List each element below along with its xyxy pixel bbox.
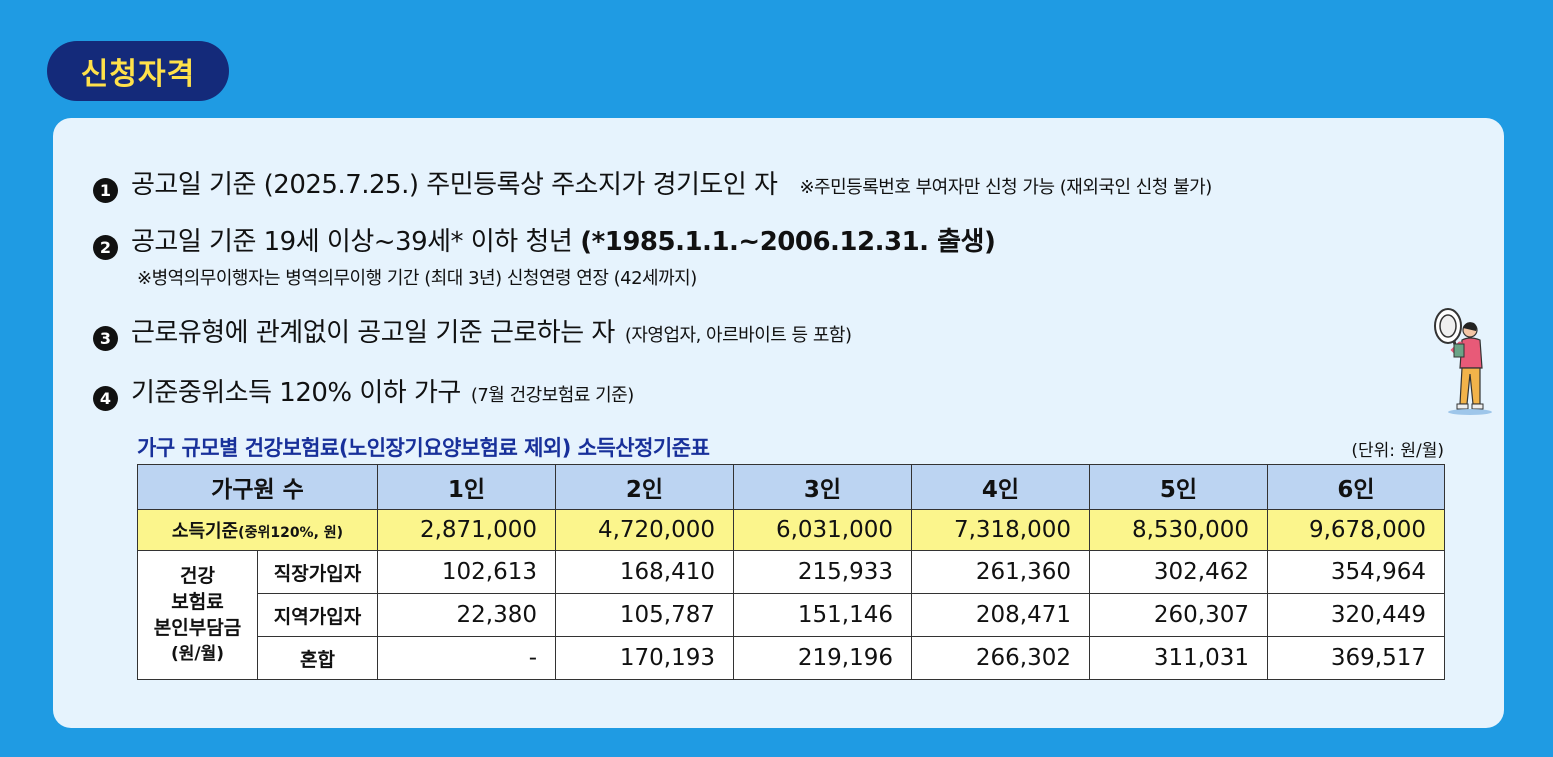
table-cell: 208,471 [911, 593, 1090, 637]
insurance-group-label: 건강 보험료 본인부담금 (원/월) [137, 550, 258, 680]
column-header: 3인 [733, 464, 912, 510]
column-header: 4인 [911, 464, 1090, 510]
table-cell: 22,380 [377, 593, 556, 637]
table-cell: - [377, 636, 556, 680]
row-label: 혼합 [257, 636, 378, 680]
table-cell: 102,613 [377, 550, 556, 594]
column-header: 6인 [1267, 464, 1445, 510]
row-label: 지역가입자 [257, 593, 378, 637]
criterion-3: 3 근로유형에 관계없이 공고일 기준 근로하는 자 (자영업자, 아르바이트 … [93, 312, 852, 351]
number-badge-4: 4 [93, 386, 118, 411]
column-header: 5인 [1089, 464, 1268, 510]
table-cell: 260,307 [1089, 593, 1268, 637]
income-cell: 7,318,000 [911, 509, 1090, 551]
table-cell: 354,964 [1267, 550, 1445, 594]
table-header-row: 가구원 수 1인 2인 3인 4인 5인 6인 [137, 464, 1445, 510]
income-cell: 8,530,000 [1089, 509, 1268, 551]
table-cell: 266,302 [911, 636, 1090, 680]
number-badge-3: 3 [93, 326, 118, 351]
group-label-line: 보험료 [171, 591, 224, 613]
criterion-2-birth-range: (*1985.1.1.~2006.12.31. 출생) [580, 227, 996, 257]
table-cell: 369,517 [1267, 636, 1445, 680]
group-label-unit: (원/월) [170, 644, 225, 664]
criterion-4: 4 기준중위소득 120% 이하 가구 (7월 건강보험료 기준) [93, 372, 634, 411]
table-cell: 105,787 [555, 593, 734, 637]
table-cell: 168,410 [555, 550, 734, 594]
income-row: 소득기준(중위120%, 원) 2,871,000 4,720,000 6,03… [137, 509, 1445, 551]
table-row: 혼합 - 170,193 219,196 266,302 311,031 369… [138, 636, 1445, 680]
household-size-header: 가구원 수 [137, 464, 378, 510]
section-badge: 신청자격 [47, 41, 229, 101]
income-standard-table: 가구원 수 1인 2인 3인 4인 5인 6인 소득기준(중위120%, 원) … [137, 464, 1445, 680]
table-cell: 320,449 [1267, 593, 1445, 637]
criterion-2-note: ※병역의무이행자는 병역의무이행 기간 (최대 3년) 신청연령 연장 (42세… [137, 268, 697, 289]
group-label-line: 본인부담금 [153, 617, 242, 639]
table-title: 가구 규모별 건강보험료(노인장기요양보험료 제외) 소득산정기준표 [137, 436, 710, 460]
person-with-magnifier-illustration [1434, 308, 1492, 415]
row-label: 직장가입자 [257, 550, 378, 594]
table-unit: (단위: 원/월) [1351, 441, 1444, 461]
criterion-1-text: 공고일 기준 (2025.7.25.) 주민등록상 주소지가 경기도인 자 [131, 170, 778, 200]
table-row: 건강 보험료 본인부담금 (원/월) 직장가입자 102,613 168,410… [137, 550, 1445, 680]
column-header: 1인 [377, 464, 556, 510]
criterion-1-note: ※주민등록번호 부여자만 신청 가능 (재외국인 신청 불가) [799, 177, 1212, 198]
criterion-4-text: 기준중위소득 120% 이하 가구 [131, 378, 461, 408]
table-cell: 219,196 [733, 636, 912, 680]
number-badge-2: 2 [93, 235, 118, 260]
income-label: 소득기준 [171, 521, 239, 542]
table-cell: 170,193 [555, 636, 734, 680]
income-cell: 6,031,000 [733, 509, 912, 551]
income-label-detail: (중위120%, 원) [238, 525, 344, 541]
income-cell: 2,871,000 [377, 509, 556, 551]
eligibility-card: 1 공고일 기준 (2025.7.25.) 주민등록상 주소지가 경기도인 자 … [53, 118, 1504, 728]
criterion-4-note: (7월 건강보험료 기준) [470, 385, 634, 406]
criterion-3-text: 근로유형에 관계없이 공고일 기준 근로하는 자 [131, 318, 615, 348]
table-row: 지역가입자 22,380 105,787 151,146 208,471 260… [138, 593, 1445, 637]
table-cell: 215,933 [733, 550, 912, 594]
criterion-3-note: (자영업자, 아르바이트 등 포함) [624, 325, 852, 346]
criterion-1: 1 공고일 기준 (2025.7.25.) 주민등록상 주소지가 경기도인 자 … [93, 164, 1212, 203]
table-cell: 261,360 [911, 550, 1090, 594]
income-cell: 9,678,000 [1267, 509, 1445, 551]
group-label-line: 건강 [180, 565, 215, 587]
income-row-label: 소득기준(중위120%, 원) [137, 509, 378, 551]
column-header: 2인 [555, 464, 734, 510]
income-cell: 4,720,000 [555, 509, 734, 551]
criterion-2-text: 공고일 기준 19세 이상~39세* 이하 청년 [131, 227, 573, 257]
table-cell: 311,031 [1089, 636, 1268, 680]
criterion-2: 2 공고일 기준 19세 이상~39세* 이하 청년 (*1985.1.1.~2… [93, 221, 996, 260]
table-cell: 151,146 [733, 593, 912, 637]
table-cell: 302,462 [1089, 550, 1268, 594]
number-badge-1: 1 [93, 178, 118, 203]
